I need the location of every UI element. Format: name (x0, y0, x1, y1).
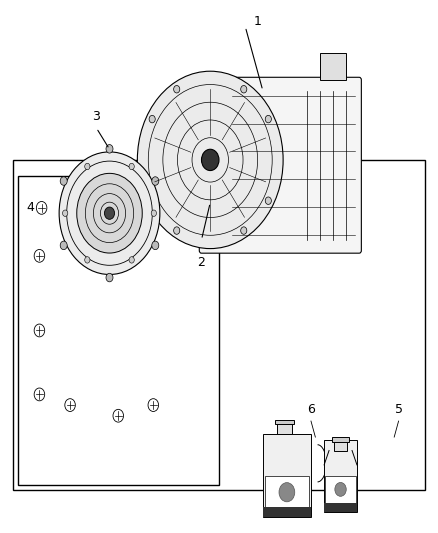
Circle shape (104, 207, 115, 220)
Circle shape (241, 227, 247, 235)
Circle shape (173, 85, 180, 93)
Bar (263, 507, 311, 517)
Circle shape (149, 115, 155, 123)
Bar (334, 442, 347, 450)
Circle shape (173, 227, 180, 235)
Bar (325, 475, 356, 503)
Bar (265, 475, 309, 508)
Bar (275, 419, 294, 424)
Bar (263, 434, 311, 517)
Circle shape (279, 483, 295, 502)
Text: 3: 3 (92, 110, 100, 123)
Circle shape (152, 241, 159, 249)
Bar (324, 440, 357, 512)
Circle shape (85, 163, 90, 169)
Text: 2: 2 (198, 256, 205, 269)
Circle shape (129, 257, 134, 263)
Circle shape (106, 273, 113, 282)
Text: 4: 4 (27, 201, 35, 214)
Circle shape (265, 197, 272, 205)
Circle shape (106, 144, 113, 153)
Circle shape (149, 197, 155, 205)
Bar (277, 424, 292, 434)
Circle shape (151, 210, 156, 216)
Circle shape (60, 177, 67, 185)
FancyBboxPatch shape (199, 77, 361, 253)
Circle shape (265, 115, 272, 123)
Circle shape (60, 241, 67, 249)
Circle shape (152, 177, 159, 185)
Circle shape (85, 257, 90, 263)
Bar (13, 160, 425, 490)
Circle shape (77, 173, 142, 253)
Circle shape (129, 163, 134, 169)
Text: 1: 1 (254, 15, 262, 28)
Circle shape (138, 71, 283, 248)
Bar (324, 503, 357, 512)
Circle shape (241, 85, 247, 93)
Bar (18, 176, 219, 485)
Circle shape (201, 149, 219, 171)
Text: 6: 6 (307, 403, 315, 416)
Circle shape (63, 210, 68, 216)
Bar (332, 437, 349, 442)
Circle shape (59, 152, 160, 274)
Bar (320, 53, 346, 80)
Text: 5: 5 (395, 403, 403, 416)
Circle shape (335, 482, 346, 496)
